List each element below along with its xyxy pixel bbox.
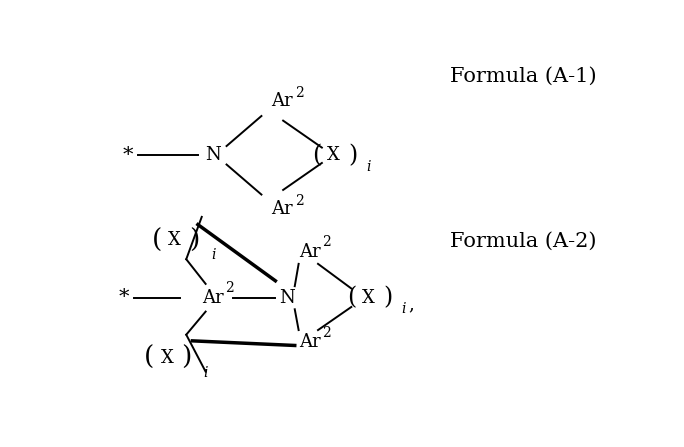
Text: i: i (401, 302, 406, 316)
Text: 2: 2 (322, 235, 330, 249)
Text: 2: 2 (225, 282, 234, 295)
Text: ): ) (181, 345, 192, 370)
Text: Formula (A-1): Formula (A-1) (450, 67, 597, 86)
Text: N: N (279, 289, 295, 307)
Text: Ar: Ar (299, 243, 320, 261)
Text: i: i (366, 160, 371, 174)
Text: X: X (327, 146, 340, 164)
Text: ): ) (189, 228, 199, 253)
Text: 2: 2 (295, 86, 304, 100)
Text: (: ( (312, 144, 321, 167)
Text: Ar: Ar (272, 200, 293, 218)
Text: *: * (123, 146, 133, 165)
Text: (: ( (152, 228, 162, 253)
Text: X: X (362, 289, 375, 307)
Text: Ar: Ar (272, 93, 293, 110)
Text: ): ) (383, 286, 393, 309)
Text: (: ( (347, 286, 356, 309)
Text: i: i (203, 366, 208, 380)
Text: X: X (168, 231, 181, 249)
Text: i: i (211, 249, 215, 262)
Text: 2: 2 (322, 326, 330, 340)
Text: *: * (119, 288, 129, 307)
Text: Ar: Ar (202, 289, 224, 307)
Text: Ar: Ar (299, 333, 320, 351)
Text: ): ) (348, 144, 358, 167)
Text: (: ( (144, 345, 154, 370)
Text: X: X (161, 349, 173, 367)
Text: Formula (A-2): Formula (A-2) (451, 232, 597, 251)
Text: ,: , (408, 295, 415, 313)
Text: 2: 2 (295, 194, 304, 208)
Text: N: N (205, 146, 221, 164)
